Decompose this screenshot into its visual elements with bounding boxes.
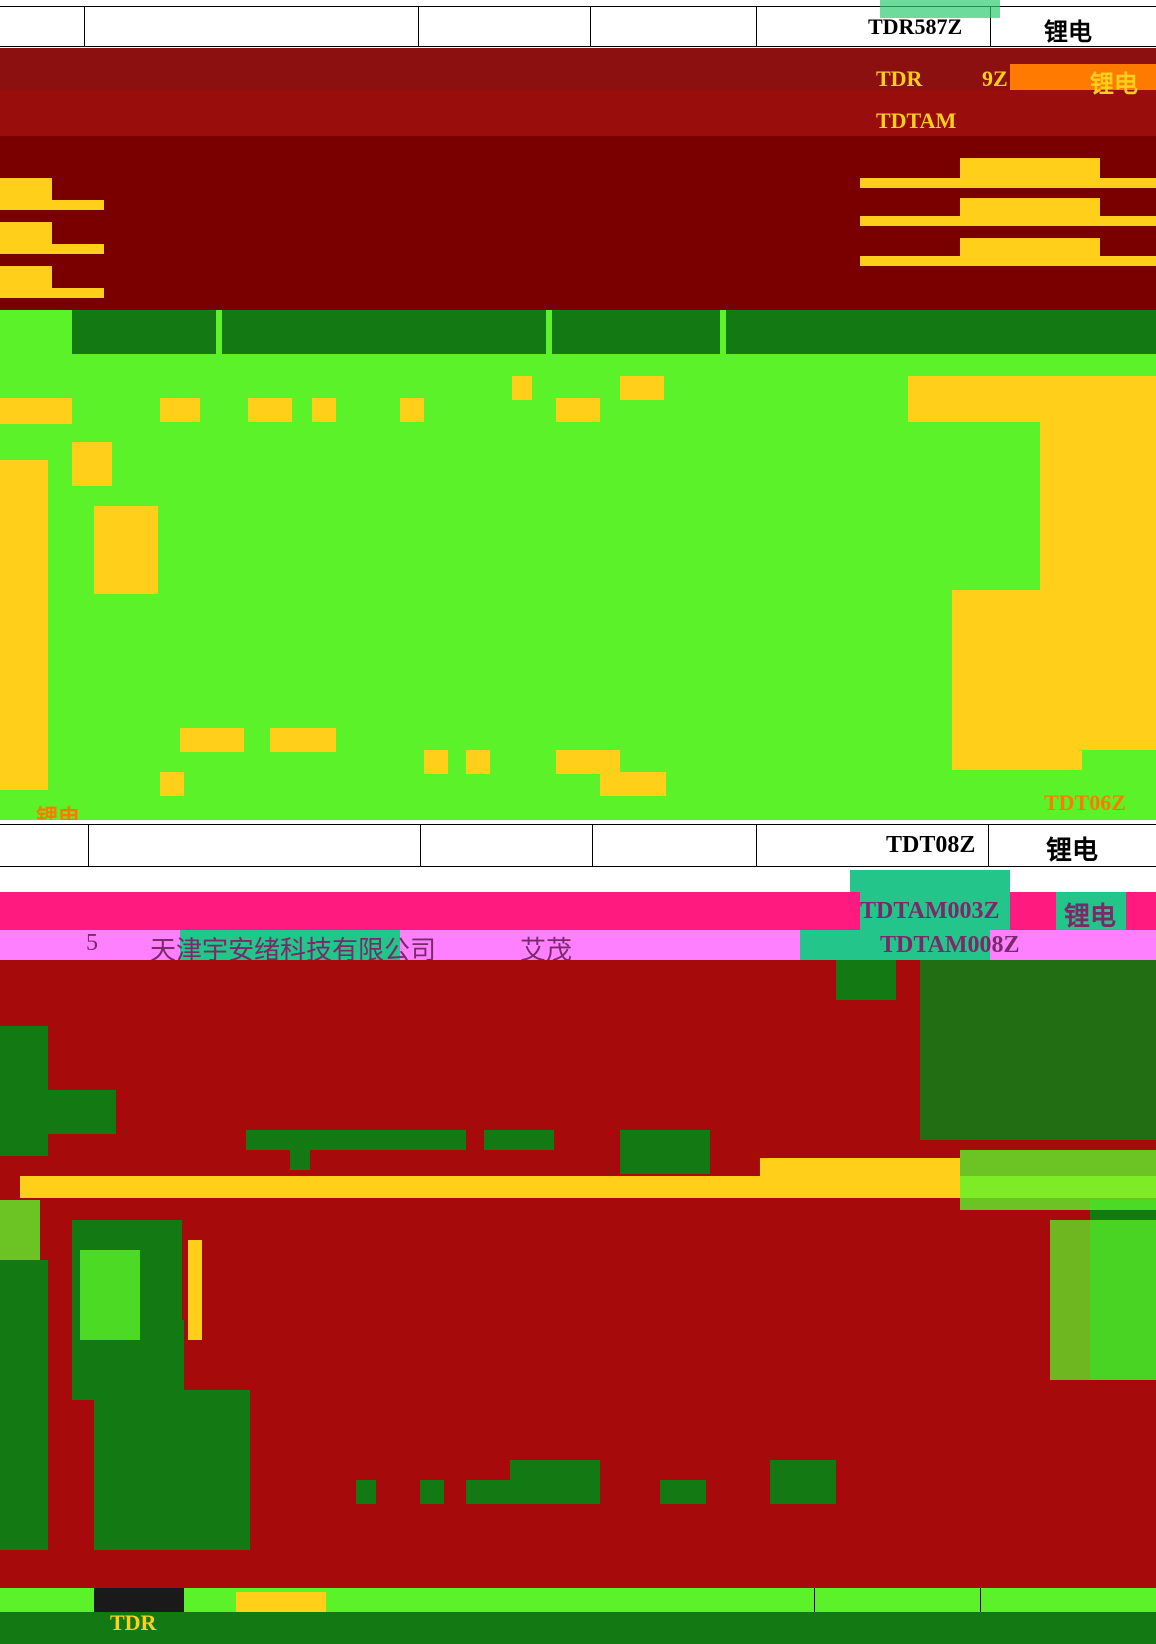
product-code-2b: 9Z <box>982 66 1008 91</box>
product-code-pink1: TDTAM003Z <box>860 898 1000 924</box>
lower-red-band <box>0 960 1156 1600</box>
type-label-top: 锂电 <box>1044 18 1092 46</box>
product-code-2: TDR <box>876 66 923 91</box>
dark-red-band: TDR 9Z 锂电 TDTAM <box>0 48 1156 310</box>
mid-header-row: TDT08Z 锂电 <box>0 820 1156 892</box>
row-number: 5 <box>86 930 98 956</box>
type-label-2: 锂电 <box>1090 70 1138 98</box>
orange-code: TDT06Z <box>1044 790 1126 815</box>
product-code-bottom: TDR <box>110 1610 157 1635</box>
type-label-green: 锂电 <box>36 806 81 820</box>
type-label-mid: 锂电 <box>1046 836 1099 866</box>
green-band: TDT06Z 锂电 <box>0 310 1156 820</box>
product-code-3: TDTAM <box>876 108 957 133</box>
type-label-pink1: 锂电 <box>1064 902 1117 930</box>
company-name: 天津宇安绪科技有限公司 <box>150 936 437 960</box>
pink-row-1: TDTAM003Z 锂电 <box>0 892 1156 930</box>
product-code-pink2: TDTAM008Z <box>880 932 1020 958</box>
person-name: 艾茂 <box>520 936 573 960</box>
product-code-mid: TDT08Z <box>886 832 976 858</box>
bottom-strip: TDR <box>0 1588 1156 1644</box>
top-header-row: TDR587Z 锂电 <box>0 0 1156 48</box>
pink-row-2: 5 天津宇安绪科技有限公司 艾茂 TDTAM008Z <box>0 930 1156 960</box>
product-code-top: TDR587Z <box>868 14 963 39</box>
